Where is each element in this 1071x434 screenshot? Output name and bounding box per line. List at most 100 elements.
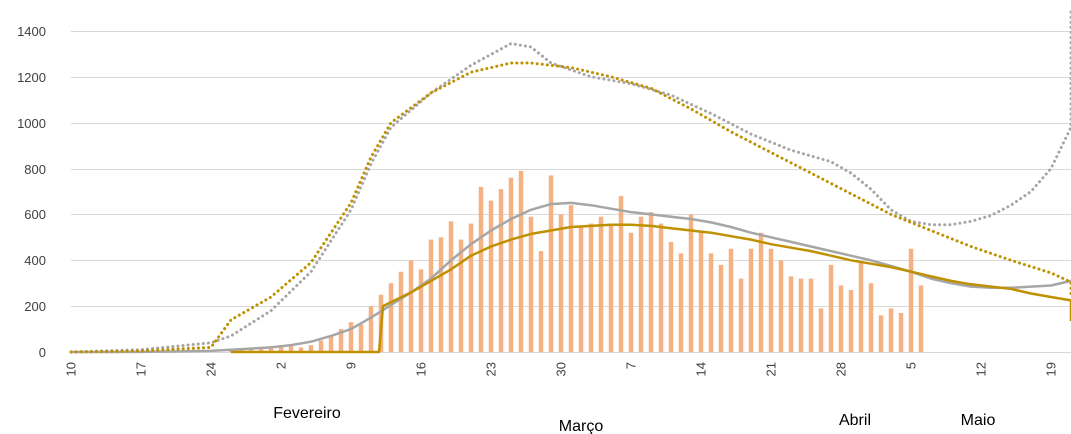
bar [848,290,854,352]
bar [308,345,314,352]
bar [588,223,594,352]
bar [448,221,454,352]
bar [328,335,334,352]
x-tick-label: 5 [904,362,919,369]
bar [418,269,424,352]
bar [838,285,844,352]
bar [608,225,614,352]
bar [248,348,254,352]
bar [558,214,564,352]
bar [438,237,444,352]
x-tick-label: 12 [974,362,989,376]
bar [658,223,664,352]
y-tick-label: 1400 [17,24,46,39]
dotted-series-line [69,61,1071,354]
x-tick-label: 23 [484,362,499,376]
bar [408,260,414,352]
bar [458,239,464,352]
bar [518,170,524,352]
y-tick-label: 400 [24,253,46,268]
bar [508,177,514,352]
bar [488,200,494,352]
bar [598,216,604,352]
bar [538,251,544,352]
bar [338,329,344,352]
bar [628,232,634,352]
bar [898,313,904,352]
bar [398,271,404,352]
y-axis-tick-labels: 0 200 400 600 800 1000 1200 1400 [17,24,46,360]
month-label-fevereiro: Fevereiro [273,405,341,422]
bar [748,248,754,352]
x-tick-label: 7 [624,362,639,369]
x-tick-label: 19 [1044,362,1059,376]
bar [578,225,584,352]
bar [358,324,364,352]
bar [698,230,704,352]
bar [758,232,764,352]
bar [348,322,354,352]
bar [618,196,624,352]
month-label-maio: Maio [961,412,996,429]
bar [868,283,874,352]
bar [428,239,434,352]
bar [768,248,774,352]
x-tick-label: 14 [694,362,709,376]
y-tick-label: 600 [24,207,46,222]
bar [828,264,834,352]
bar [318,340,324,352]
bar [468,223,474,352]
x-tick-label: 28 [834,362,849,376]
x-tick-label: 16 [414,362,429,376]
bar [548,175,554,352]
bar [638,216,644,352]
bar [728,248,734,352]
bar [798,278,804,352]
bar [238,349,244,352]
bar [888,308,894,352]
month-label-abril: Abril [839,412,871,429]
bar [908,248,914,352]
bar [668,241,674,352]
bar [858,262,864,352]
bar [388,283,394,352]
bar [718,264,724,352]
x-tick-label: 17 [134,362,149,376]
bar [818,308,824,352]
daily-bars [228,170,924,352]
bar [268,346,274,352]
bar [708,253,714,352]
bar [368,306,374,352]
x-tick-label: 24 [204,362,219,376]
bar [528,216,534,352]
x-tick-label: 10 [64,362,79,376]
bar [258,347,264,352]
bar [918,285,924,352]
solid-series-line [231,223,1071,354]
x-tick-label: 2 [274,362,289,369]
y-tick-label: 800 [24,162,46,177]
x-axis-tick-labels: 10 17 24 2 9 16 23 30 7 14 21 28 5 12 19 [64,362,1059,376]
bar [808,278,814,352]
bar [778,260,784,352]
bar [738,278,744,352]
y-tick-label: 200 [24,299,46,314]
y-tick-label: 1000 [17,116,46,131]
bar [498,189,504,352]
bar [678,253,684,352]
x-tick-label: 30 [554,362,569,376]
series-lines [69,6,1071,354]
bar [788,276,794,352]
bar [568,205,574,352]
month-labels: Fevereiro Março Abril Maio [273,405,995,434]
bar [648,212,654,352]
bar [688,214,694,352]
x-tick-label: 9 [344,362,359,369]
bar [288,343,294,352]
y-tick-label: 0 [39,345,46,360]
bar [298,347,304,352]
x-tick-label: 21 [764,362,779,376]
month-label-marco: Março [559,418,604,434]
y-tick-label: 1200 [17,70,46,85]
